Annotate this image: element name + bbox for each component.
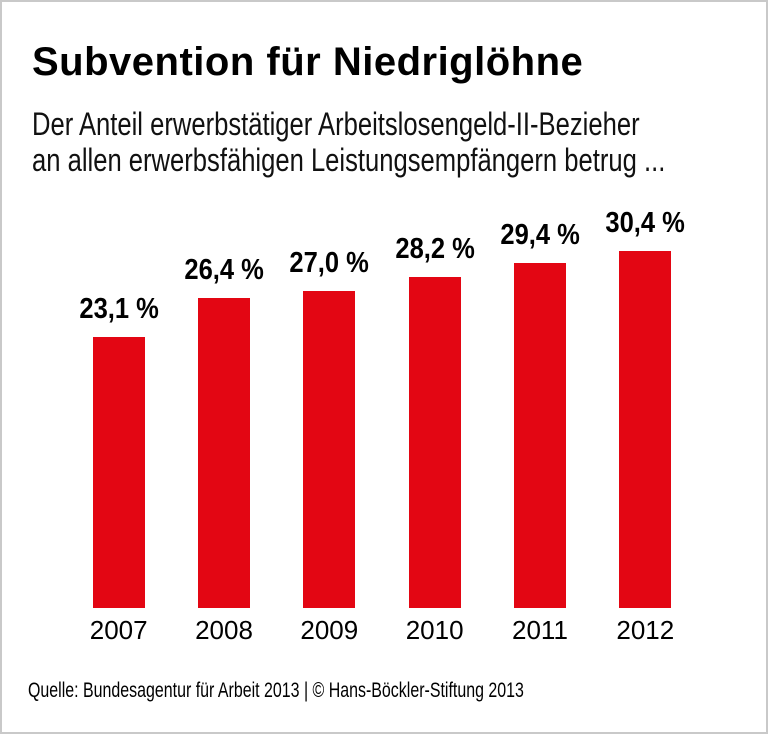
x-axis-label: 2010 [405, 615, 464, 645]
bar [513, 263, 566, 608]
bar [619, 251, 672, 608]
chart-subtitle-line2: an allen erwerbsfähigen Leistungsempfäng… [32, 142, 666, 178]
bar [92, 337, 145, 608]
x-axis-label: 2012 [616, 615, 675, 645]
x-axis-label: 2007 [89, 615, 148, 645]
bar-value-label: 30,4 % [605, 207, 686, 239]
bar-value-label: 27,0 % [289, 247, 370, 279]
x-axis-label: 2011 [512, 615, 568, 645]
bar [408, 277, 461, 608]
chart-subtitle: Der Anteil erwerbstätiger Arbeitslosenge… [32, 106, 665, 178]
x-axis-label: 2008 [195, 615, 253, 645]
bar [303, 291, 356, 608]
bar-column: 29,4 % [487, 202, 592, 608]
bar-value-label: 29,4 % [500, 219, 580, 251]
bar-value-label: 23,1 % [78, 293, 159, 325]
bar-value-label: 26,4 % [184, 254, 264, 286]
bar-column: 26,4 % [171, 202, 276, 608]
chart-title: Subvention für Niedriglöhne [32, 40, 584, 84]
bar [197, 298, 250, 608]
x-axis-label: 2009 [300, 615, 359, 645]
bar-column: 23,1 % [66, 202, 171, 608]
bar-column: 30,4 % [593, 202, 698, 608]
chart-subtitle-line1: Der Anteil erwerbstätiger Arbeitslosenge… [32, 106, 640, 142]
x-axis-labels: 2007 2008 2009 2010 2011 2012 [66, 613, 698, 647]
source-note: Quelle: Bundesagentur für Arbeit 2013 | … [28, 679, 524, 702]
bar-column: 28,2 % [382, 202, 487, 608]
bar-value-label: 28,2 % [394, 233, 475, 265]
bar-chart-plot-area: 23,1 % 26,4 % 27,0 % 28,2 % 29,4 % 30,4 % [66, 202, 698, 608]
bar-column: 27,0 % [277, 202, 382, 608]
